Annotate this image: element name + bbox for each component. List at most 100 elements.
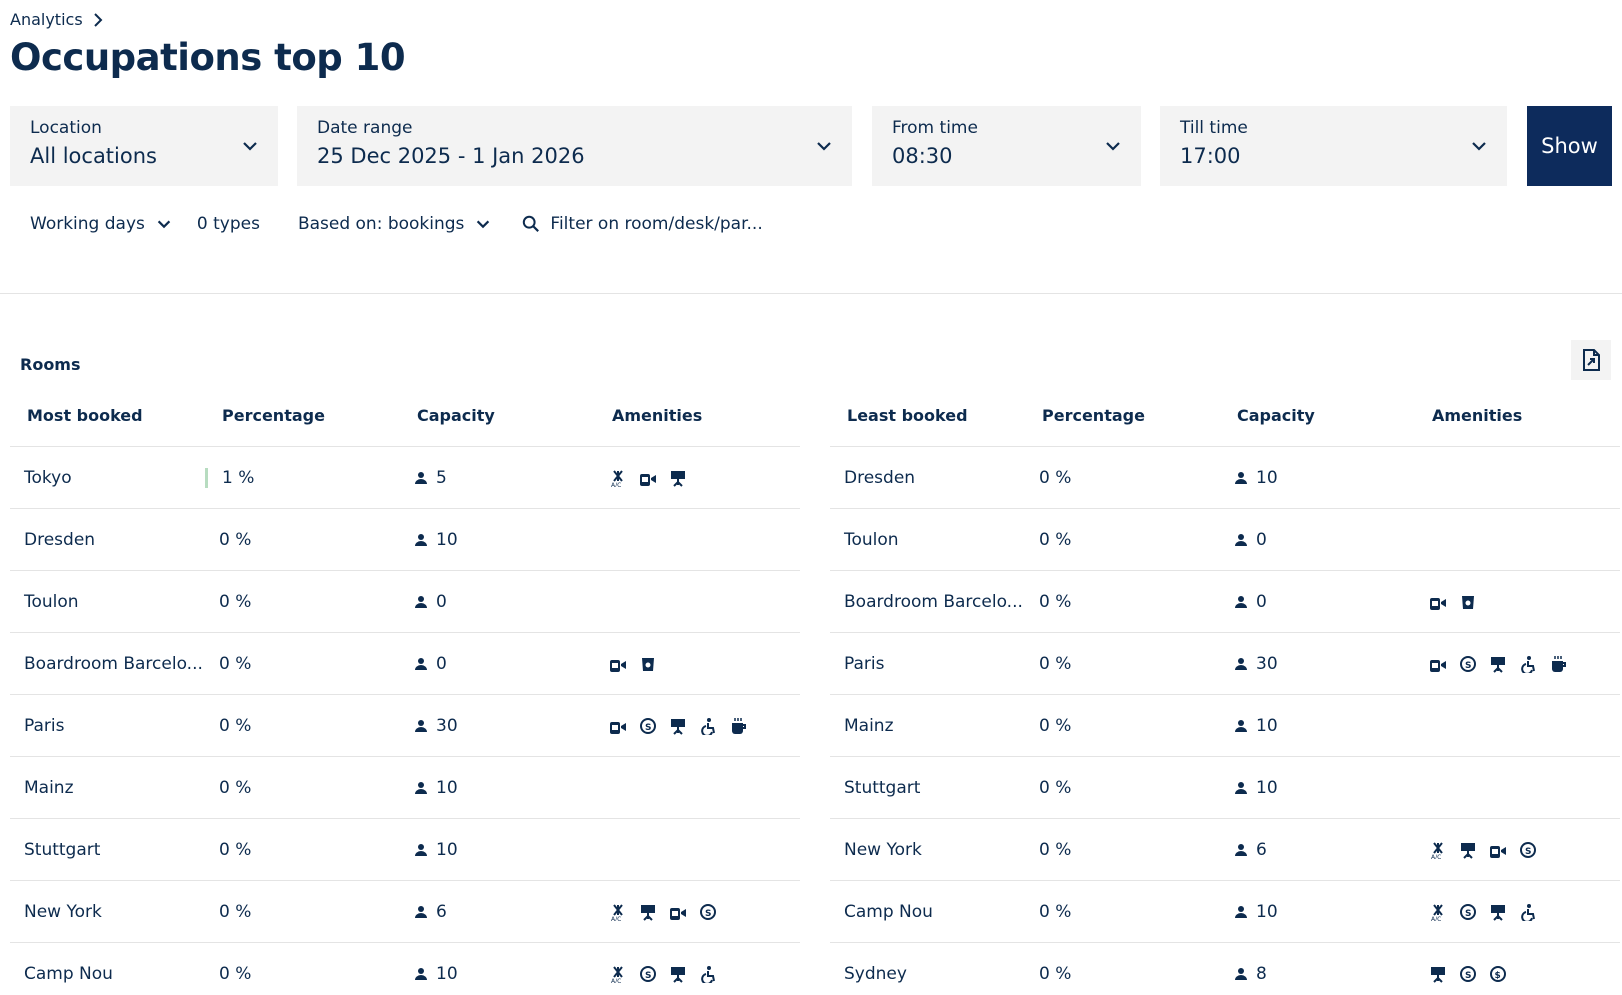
till-time-select[interactable]: Till time 17:00 (1160, 106, 1507, 186)
video-icon (640, 473, 656, 486)
table-row[interactable]: Stuttgart 0 % 10 (830, 757, 1620, 819)
person-icon (415, 719, 427, 732)
room-name[interactable]: Toulon (844, 529, 899, 550)
least-booked-header-name[interactable]: Least booked (847, 406, 968, 425)
person-icon (1235, 533, 1247, 546)
most-booked-header-capacity[interactable]: Capacity (417, 406, 495, 425)
person-icon (415, 657, 427, 670)
search-input[interactable]: Filter on room/desk/par... (550, 214, 763, 234)
room-amenities (595, 655, 800, 673)
types-filter[interactable]: 0 types (197, 214, 260, 234)
room-filter-search[interactable]: Filter on room/desk/par... (522, 214, 763, 234)
room-name[interactable]: Dresden (24, 529, 96, 550)
show-button[interactable]: Show (1527, 106, 1612, 186)
sub-filter-bar: Working days 0 types Based on: bookings … (30, 214, 763, 234)
room-name[interactable]: Sydney (844, 963, 907, 984)
cup-icon (642, 657, 654, 671)
skype-icon: S (1460, 965, 1476, 982)
room-name[interactable]: Boardroom Barcelo... (24, 653, 203, 674)
room-name[interactable]: Paris (24, 715, 65, 736)
room-name[interactable]: Tokyo (24, 467, 72, 488)
room-name[interactable]: New York (24, 901, 102, 922)
chevron-down-icon (243, 142, 257, 151)
table-row[interactable]: Mainz 0 % 10 (10, 757, 800, 819)
person-icon (1235, 843, 1247, 856)
table-row[interactable]: Boardroom Barcelo... 0 % 0 (10, 633, 800, 695)
most-booked-header-name[interactable]: Most booked (27, 406, 143, 425)
room-name[interactable]: Stuttgart (24, 839, 101, 860)
table-row[interactable]: Camp Nou 0 % 10 A/C S (10, 943, 800, 995)
based-on-dropdown[interactable]: Based on: bookings (298, 214, 492, 234)
location-label: Location (30, 118, 102, 138)
table-row[interactable]: New York 0 % 6 A/C S (830, 819, 1620, 881)
most-booked-header-row: Most booked Percentage Capacity Amenities (10, 385, 800, 447)
export-button[interactable] (1571, 340, 1611, 380)
ac-icon: A/C (611, 965, 623, 983)
person-icon (1235, 657, 1247, 670)
room-capacity: 0 (400, 592, 595, 612)
table-row[interactable]: New York 0 % 6 A/C S (10, 881, 800, 943)
video-icon (670, 907, 686, 920)
location-select[interactable]: Location All locations (10, 106, 278, 186)
breadcrumb[interactable]: Analytics (10, 10, 105, 29)
video-icon (610, 721, 626, 734)
table-row[interactable]: Toulon 0 % 0 (10, 571, 800, 633)
least-booked-header-capacity[interactable]: Capacity (1237, 406, 1315, 425)
most-booked-header-amenities[interactable]: Amenities (612, 406, 703, 425)
table-row[interactable]: Tokyo 1 % 5 A/C (10, 447, 800, 509)
room-percentage: 0 % (1039, 963, 1072, 984)
room-name[interactable]: New York (844, 839, 922, 860)
table-row[interactable]: Mainz 0 % 10 (830, 695, 1620, 757)
capacity-value: 10 (1256, 715, 1278, 736)
room-name[interactable]: Mainz (844, 715, 894, 736)
svg-text:S: S (1465, 661, 1471, 671)
date-range-select[interactable]: Date range 25 Dec 2025 - 1 Jan 2026 (297, 106, 852, 186)
capacity-value: 0 (436, 591, 447, 612)
breadcrumb-analytics-link[interactable]: Analytics (10, 10, 83, 29)
cup-icon (1462, 595, 1474, 609)
based-on-label: Based on: bookings (297, 214, 465, 234)
ac-icon: A/C (611, 903, 623, 921)
room-name[interactable]: Dresden (844, 467, 916, 488)
person-icon (1235, 719, 1247, 732)
table-row[interactable]: Toulon 0 % 0 (830, 509, 1620, 571)
table-row[interactable]: Dresden 0 % 10 (830, 447, 1620, 509)
from-time-select[interactable]: From time 08:30 (872, 106, 1141, 186)
room-percentage: 0 % (1039, 653, 1072, 674)
room-name[interactable]: Camp Nou (24, 963, 113, 984)
working-days-dropdown[interactable]: Working days (30, 214, 173, 234)
person-icon (415, 595, 427, 608)
from-time-value: 08:30 (892, 144, 953, 168)
till-time-value: 17:00 (1180, 144, 1241, 168)
least-booked-header-percentage[interactable]: Percentage (1042, 406, 1145, 425)
table-row[interactable]: Dresden 0 % 10 (10, 509, 800, 571)
room-percentage: 0 % (219, 529, 252, 550)
room-amenities: A/C (595, 469, 800, 487)
capacity-value: 6 (1256, 839, 1267, 860)
room-name[interactable]: Camp Nou (844, 901, 933, 922)
skype-icon: S (700, 903, 716, 920)
room-name[interactable]: Paris (844, 653, 885, 674)
room-name[interactable]: Stuttgart (844, 777, 921, 798)
room-capacity: 10 (400, 778, 595, 798)
table-row[interactable]: Sydney 0 % 8 S $ (830, 943, 1620, 995)
table-row[interactable]: Camp Nou 0 % 10 A/C S (830, 881, 1620, 943)
table-row[interactable]: Paris 0 % 30 S (830, 633, 1620, 695)
most-booked-header-percentage[interactable]: Percentage (222, 406, 325, 425)
chevron-down-icon (1472, 142, 1486, 151)
table-row[interactable]: Paris 0 % 30 S (10, 695, 800, 757)
ac-icon: A/C (611, 469, 623, 487)
capacity-value: 10 (436, 777, 458, 798)
presentation-icon (1461, 842, 1475, 859)
svg-text:S: S (705, 909, 711, 919)
room-name[interactable]: Mainz (24, 777, 74, 798)
section-divider (0, 293, 1622, 294)
table-row[interactable]: Boardroom Barcelo... 0 % 0 (830, 571, 1620, 633)
table-row[interactable]: Stuttgart 0 % 10 (10, 819, 800, 881)
video-icon (1430, 659, 1446, 672)
least-booked-header-amenities[interactable]: Amenities (1432, 406, 1523, 425)
svg-text:A/C: A/C (611, 916, 621, 921)
room-name[interactable]: Boardroom Barcelo... (844, 591, 1023, 612)
room-percentage: 0 % (219, 653, 252, 674)
room-name[interactable]: Toulon (24, 591, 79, 612)
